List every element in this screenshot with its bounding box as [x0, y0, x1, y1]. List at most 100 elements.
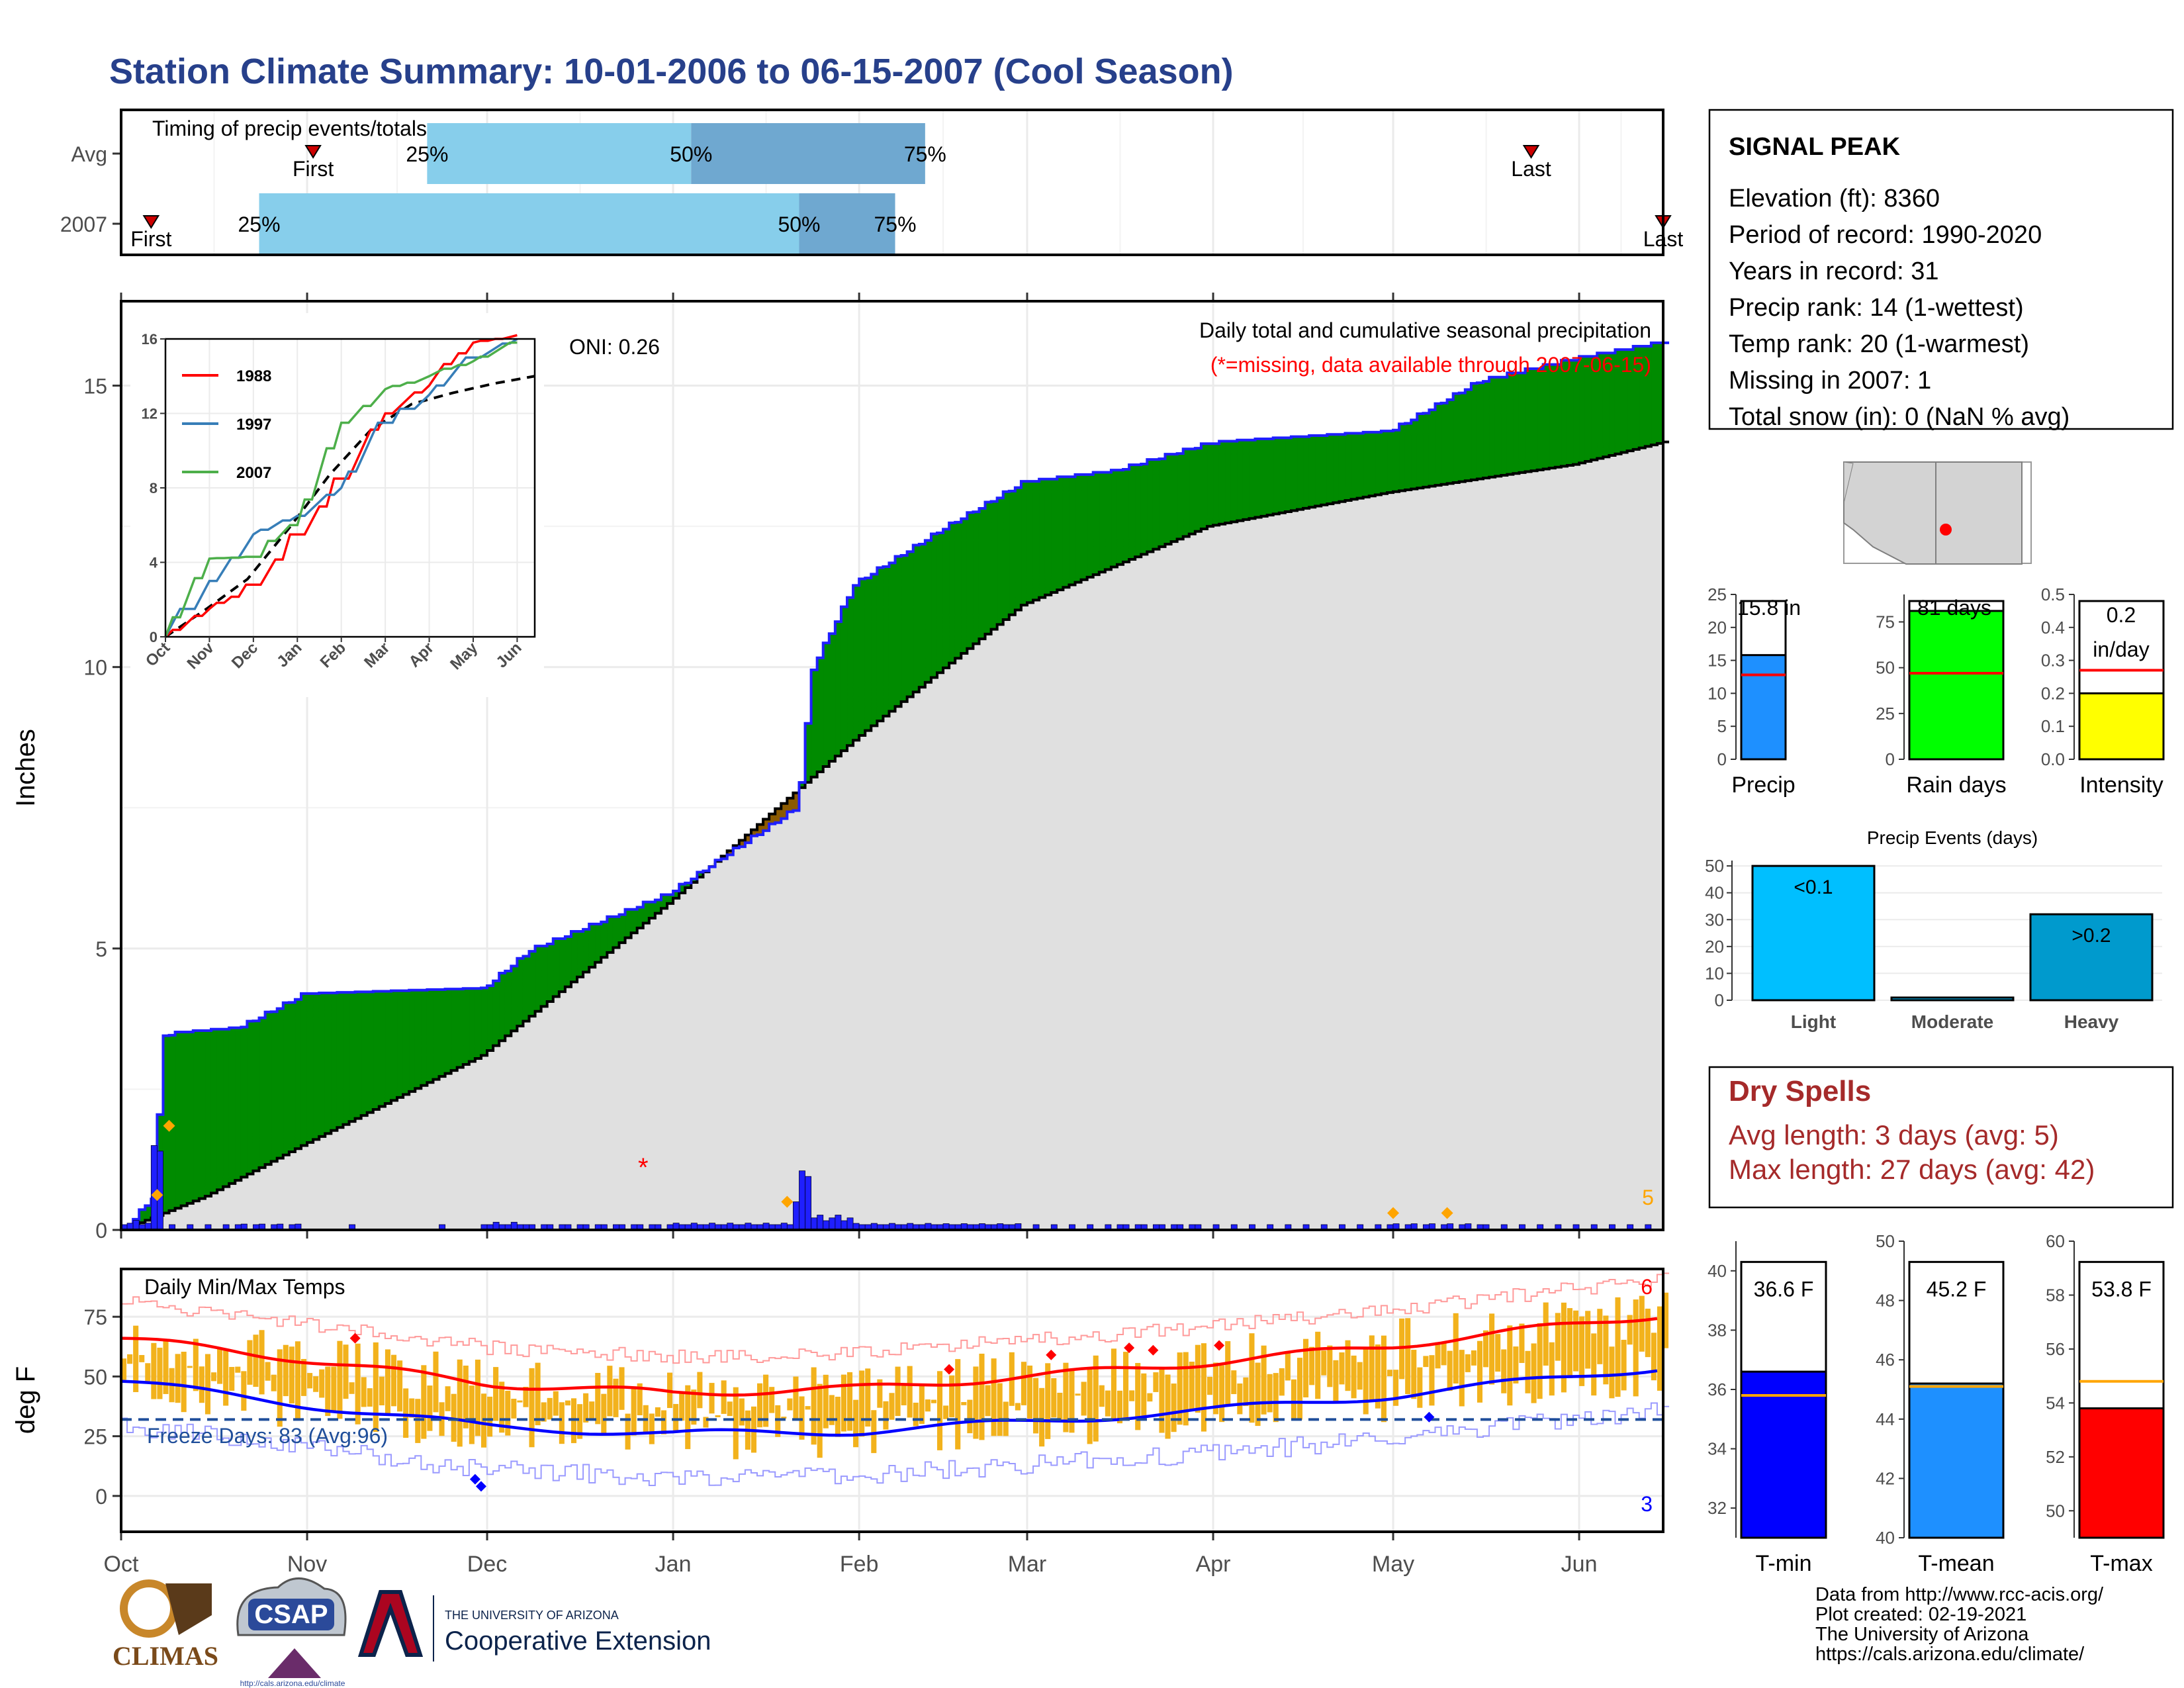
- daily-temp-bar: [517, 1400, 523, 1403]
- daily-temp-bar: [1075, 1393, 1081, 1396]
- daily-temp-bar: [1357, 1362, 1363, 1390]
- footer: Data from http://www.rcc-acis.org/Plot c…: [113, 1577, 2104, 1688]
- main-ytick-label: 5: [95, 937, 107, 961]
- footer-line: Data from http://www.rcc-acis.org/: [1815, 1584, 2104, 1605]
- temp-ytick-label: 75: [83, 1305, 107, 1329]
- page-title: Station Climate Summary: 10-01-2006 to 0…: [109, 52, 1234, 91]
- main-ytick-label: 15: [83, 375, 107, 399]
- daily-temp-bar: [505, 1390, 511, 1436]
- daily-temp-bar: [1375, 1344, 1381, 1409]
- record-min-line: [121, 1402, 1670, 1487]
- daily-temp-bar: [1297, 1358, 1303, 1420]
- daily-temp-bar: [300, 1358, 307, 1396]
- inset-legend-label: 1997: [236, 416, 271, 434]
- timing-bar-25-50: [427, 123, 692, 184]
- tavg-ytick-label: 32: [1707, 1498, 1727, 1518]
- daily-temp-bar: [1531, 1343, 1537, 1403]
- daily-temp-bar: [163, 1338, 169, 1394]
- daily-temp-bar: [631, 1386, 637, 1436]
- tavg-bar-T-mean: [1908, 1382, 2005, 1539]
- daily-temp-bar: [601, 1393, 607, 1436]
- daily-temp-bar: [1273, 1373, 1279, 1423]
- daily-temp-bar: [187, 1366, 193, 1368]
- intensity-value: 0.2: [2107, 603, 2136, 627]
- small-ytick-label: 0.1: [2041, 716, 2065, 736]
- temp-xtick-label: Feb: [840, 1552, 879, 1577]
- daily-temp-bar: [559, 1402, 565, 1444]
- daily-temp-bar: [1033, 1378, 1039, 1434]
- daily-temp-bar: [649, 1413, 655, 1444]
- daily-temp-bar: [691, 1389, 697, 1425]
- intensity-unit: in/day: [2093, 637, 2149, 661]
- daily-temp-bar: [1513, 1346, 1519, 1383]
- daily-temp-bar: [1267, 1374, 1273, 1413]
- daily-temp-bar: [895, 1366, 901, 1417]
- daily-temp-bar: [985, 1385, 991, 1417]
- daily-temp-bar: [1225, 1341, 1231, 1406]
- station-line: Elevation (ft): 8360: [1729, 185, 1940, 212]
- footer-line: Plot created: 02-19-2021: [1815, 1604, 2026, 1625]
- timing-row-label: 2007: [60, 212, 107, 236]
- small-ytick-label: 25: [1707, 585, 1727, 604]
- daily-temp-bar: [595, 1372, 601, 1425]
- daily-temp-bar: [1116, 1390, 1123, 1424]
- timing-q75: 75%: [874, 212, 917, 236]
- tavg-ytick-label: 38: [1707, 1320, 1727, 1340]
- daily-temp-bar: [289, 1346, 295, 1404]
- daily-temp-bar: [415, 1399, 421, 1443]
- daily-temp-bar: [1459, 1350, 1465, 1407]
- daily-temp-bar: [1159, 1368, 1165, 1433]
- daily-temp-bar: [1549, 1342, 1555, 1396]
- temp-xtick-label: Jun: [1561, 1552, 1598, 1577]
- small-bar-Precip: [1740, 654, 1787, 761]
- daily-temp-bar: [1153, 1372, 1159, 1392]
- daily-temp-bar: [1381, 1335, 1387, 1423]
- daily-temp-bar: [1231, 1370, 1237, 1395]
- daily-temp-bar: [727, 1401, 733, 1417]
- daily-temp-bar: [355, 1343, 361, 1425]
- tavg-ytick-label: 50: [2046, 1501, 2065, 1521]
- daily-temp-bar: [625, 1413, 631, 1450]
- heavy-count: 5: [1642, 1186, 1654, 1209]
- daily-temp-bar: [703, 1417, 709, 1428]
- daily-temp-bar: [1111, 1348, 1116, 1421]
- missing-note: (*=missing, data available through 2007-…: [1210, 353, 1651, 377]
- temp-xtick-label: Apr: [1196, 1552, 1231, 1577]
- inset-ytick-label: 16: [142, 331, 158, 348]
- daily-temp-bar: [955, 1359, 961, 1450]
- daily-temp-bar: [607, 1366, 613, 1417]
- events-category: Heavy: [2064, 1011, 2119, 1032]
- last-label: Last: [1511, 157, 1551, 181]
- daily-temp-bar: [1015, 1403, 1021, 1411]
- daily-temp-bar: [853, 1399, 859, 1448]
- timing-q50: 50%: [778, 212, 820, 236]
- climas-logo-text: CLIMAS: [113, 1641, 218, 1671]
- temp-averages-charts: 32 34 36 38 40 36.6 F T-min 40 42 44 46 48 50 45.2 F T…: [1707, 1231, 2165, 1576]
- station-line: Period of record: 1990-2020: [1729, 221, 2042, 249]
- daily-temp-bar: [1465, 1354, 1471, 1372]
- daily-temp-bar: [1651, 1333, 1657, 1381]
- csap-mountain: [268, 1648, 321, 1678]
- small-bar-label: Rain days: [1906, 773, 2006, 798]
- daily-temp-bar: [637, 1383, 643, 1415]
- daily-temp-bar: [1057, 1392, 1063, 1420]
- daily-temp-bar: [655, 1407, 660, 1417]
- temp-xtick-label: Jan: [655, 1552, 692, 1577]
- small-ytick-label: 50: [1876, 658, 1895, 678]
- tavg-ytick-label: 58: [2046, 1285, 2065, 1305]
- station-line: Years in record: 31: [1729, 258, 1939, 285]
- daily-temp-bar: [1255, 1362, 1261, 1427]
- inset-ytick-label: 4: [150, 555, 158, 571]
- events-title: Precip Events (days): [1867, 827, 2038, 848]
- events-bar-Moderate: [1890, 996, 2015, 1002]
- record-high-marker: [1148, 1344, 1159, 1356]
- daily-temp-bar: [529, 1368, 535, 1448]
- coop-extension-text: Cooperative Extension: [445, 1626, 711, 1656]
- small-ytick-label: 15: [1707, 651, 1727, 671]
- heavy-event-marker: [163, 1119, 175, 1132]
- record-max-line: [121, 1272, 1670, 1364]
- record-low-marker: [1424, 1411, 1435, 1423]
- daily-temp-bar: [463, 1365, 469, 1429]
- temp-xtick-label: Mar: [1008, 1552, 1047, 1577]
- daily-temp-bar: [313, 1376, 319, 1392]
